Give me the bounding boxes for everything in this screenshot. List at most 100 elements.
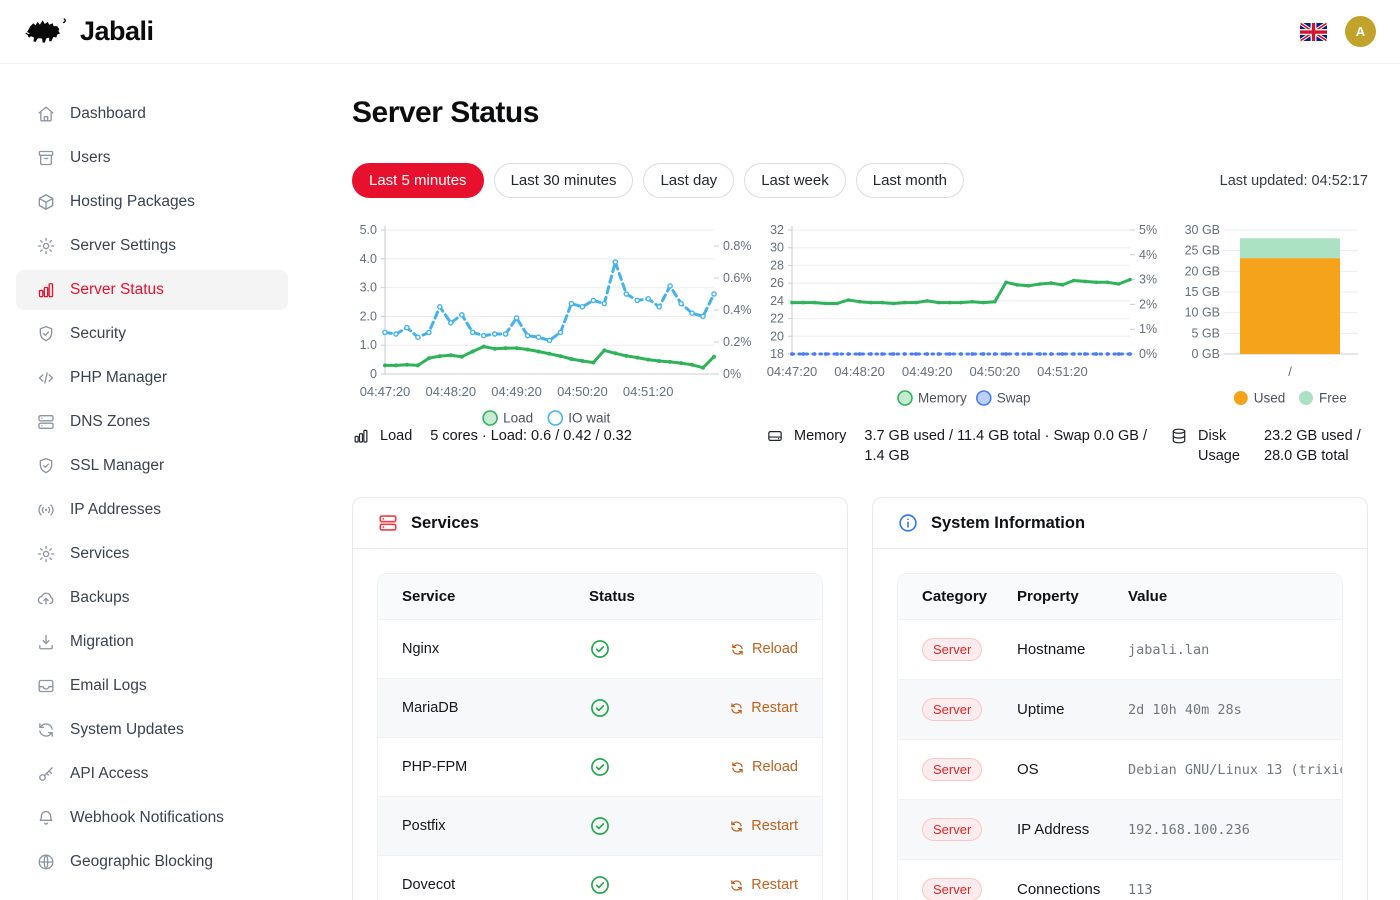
time-filter-last-month[interactable]: Last month: [856, 163, 964, 198]
sidebar-item-dns-zones[interactable]: DNS Zones: [16, 402, 288, 442]
service-restart-button[interactable]: Restart: [729, 877, 798, 893]
sidebar-item-security[interactable]: Security: [16, 314, 288, 354]
category-badge: Server: [922, 878, 982, 900]
sidebar-item-label: API Access: [70, 765, 148, 783]
archive-icon: [36, 148, 56, 168]
sidebar-item-ip-addresses[interactable]: IP Addresses: [16, 490, 288, 530]
service-name: Postfix: [378, 800, 565, 852]
sidebar-item-php-manager[interactable]: PHP Manager: [16, 358, 288, 398]
svg-text:5.0: 5.0: [360, 223, 377, 237]
svg-text:0.2%: 0.2%: [723, 335, 752, 349]
system-info-table-header: Category Property Value: [898, 574, 1342, 619]
sidebar-item-label: Migration: [70, 633, 134, 651]
service-reload-button[interactable]: Reload: [730, 641, 798, 657]
services-table-header: Service Status: [378, 574, 822, 619]
column-value: Value: [1104, 574, 1342, 619]
stats-row: Load5 cores · Load: 0.6 / 0.42 / 0.32 Me…: [352, 426, 1368, 466]
svg-text:Load: Load: [503, 411, 533, 426]
sidebar-item-ssl-manager[interactable]: SSL Manager: [16, 446, 288, 486]
svg-text:04:50:20: 04:50:20: [557, 384, 608, 399]
refresh-icon: [730, 760, 745, 775]
svg-text:5 GB: 5 GB: [1192, 326, 1221, 340]
time-filter-bar: Last 5 minutes Last 30 minutes Last day Las…: [352, 163, 1368, 198]
drive-icon: [766, 427, 784, 445]
last-updated-label: Last updated: 04:52:17: [1220, 173, 1368, 189]
service-status: [565, 738, 715, 796]
svg-text:Swap: Swap: [997, 391, 1031, 406]
time-filter-last-week[interactable]: Last week: [744, 163, 846, 198]
time-filter-last-5-minutes[interactable]: Last 5 minutes: [352, 163, 484, 198]
property-value: 2d 10h 40m 28s: [1104, 684, 1342, 736]
gear-icon: [36, 544, 56, 564]
service-restart-button[interactable]: Restart: [729, 700, 798, 716]
sidebar-item-hosting-packages[interactable]: Hosting Packages: [16, 182, 288, 222]
service-row: Postfix Restart: [378, 796, 822, 855]
cloudup-icon: [36, 588, 56, 608]
svg-text:1%: 1%: [1139, 322, 1157, 336]
svg-text:04:47:20: 04:47:20: [767, 364, 818, 379]
service-row: PHP-FPMReload: [378, 737, 822, 796]
svg-text:30: 30: [770, 241, 784, 255]
sidebar-item-label: Email Logs: [70, 677, 147, 695]
svg-text:1.0: 1.0: [360, 338, 377, 352]
sidebar-item-backups[interactable]: Backups: [16, 578, 288, 618]
gear-icon: [36, 236, 56, 256]
svg-text:22: 22: [770, 312, 784, 326]
charts-row: 01.02.03.04.05.00%0.2%0.4%0.6%0.8%04:47:…: [352, 222, 1368, 426]
service-reload-button[interactable]: Reload: [730, 759, 798, 775]
sidebar-item-webhook-notifications[interactable]: Webhook Notifications: [16, 798, 288, 838]
time-filter-last-day[interactable]: Last day: [643, 163, 734, 198]
column-status: Status: [565, 574, 715, 619]
sidebar-item-system-updates[interactable]: System Updates: [16, 710, 288, 750]
language-flag-icon[interactable]: [1300, 23, 1327, 41]
svg-text:0.4%: 0.4%: [723, 303, 752, 317]
svg-text:04:50:20: 04:50:20: [969, 364, 1020, 379]
svg-text:/: /: [1288, 364, 1292, 379]
sidebar-item-server-status[interactable]: Server Status: [16, 270, 288, 310]
stack-icon: [36, 412, 56, 432]
svg-text:04:51:20: 04:51:20: [623, 384, 674, 399]
sidebar-item-label: DNS Zones: [70, 413, 150, 431]
sidebar-item-migration[interactable]: Migration: [16, 622, 288, 662]
system-info-row: ServerOSDebian GNU/Linux 13 (trixie): [898, 739, 1342, 799]
sidebar-item-geographic-blocking[interactable]: Geographic Blocking: [16, 842, 288, 882]
system-info-row: ServerUptime2d 10h 40m 28s: [898, 679, 1342, 739]
sidebar-item-email-logs[interactable]: Email Logs: [16, 666, 288, 706]
service-name: Nginx: [378, 623, 565, 675]
time-filter-last-30-minutes[interactable]: Last 30 minutes: [494, 163, 634, 198]
category-badge: Server: [922, 698, 982, 721]
sidebar-item-label: SSL Manager: [70, 457, 164, 475]
svg-text:0%: 0%: [723, 367, 741, 381]
sidebar-item-services[interactable]: Services: [16, 534, 288, 574]
sidebar-item-label: Dashboard: [70, 105, 146, 123]
refresh-icon: [729, 878, 744, 893]
service-name: MariaDB: [378, 682, 565, 734]
disk-chart: 0 GB5 GB10 GB15 GB20 GB25 GB30 GB/UsedFr…: [1170, 222, 1368, 426]
refresh-icon: [729, 701, 744, 716]
svg-text:04:48:20: 04:48:20: [834, 364, 885, 379]
home-icon: [36, 104, 56, 124]
user-avatar[interactable]: A: [1345, 16, 1376, 47]
sidebar-item-label: PHP Manager: [70, 369, 167, 387]
sidebar-item-dashboard[interactable]: Dashboard: [16, 94, 288, 134]
svg-text:20: 20: [770, 329, 784, 343]
bars-icon: [36, 280, 56, 300]
service-restart-button[interactable]: Restart: [729, 818, 798, 834]
page-title: Server Status: [352, 97, 1368, 129]
property-value: 192.168.100.236: [1104, 804, 1342, 856]
globe-icon: [36, 852, 56, 872]
bell-icon: [36, 808, 56, 828]
svg-text:2.0: 2.0: [360, 309, 377, 323]
brand-logo[interactable]: Jabali: [24, 13, 154, 50]
sidebar-item-server-settings[interactable]: Server Settings: [16, 226, 288, 266]
service-row: DovecotRestart: [378, 855, 822, 900]
inbox-icon: [36, 676, 56, 696]
system-info-card: System Information Category Property Val…: [872, 497, 1368, 900]
property-value: 113: [1104, 864, 1342, 900]
svg-text:0: 0: [370, 367, 377, 381]
sidebar-item-api-access[interactable]: API Access: [16, 754, 288, 794]
stat-value: 3.7 GB used / 11.4 GB total · Swap 0.0 G…: [864, 426, 1164, 466]
sidebar-item-users[interactable]: Users: [16, 138, 288, 178]
sidebar-item-label: Security: [70, 325, 126, 343]
service-row: Nginx Reload: [378, 619, 822, 678]
